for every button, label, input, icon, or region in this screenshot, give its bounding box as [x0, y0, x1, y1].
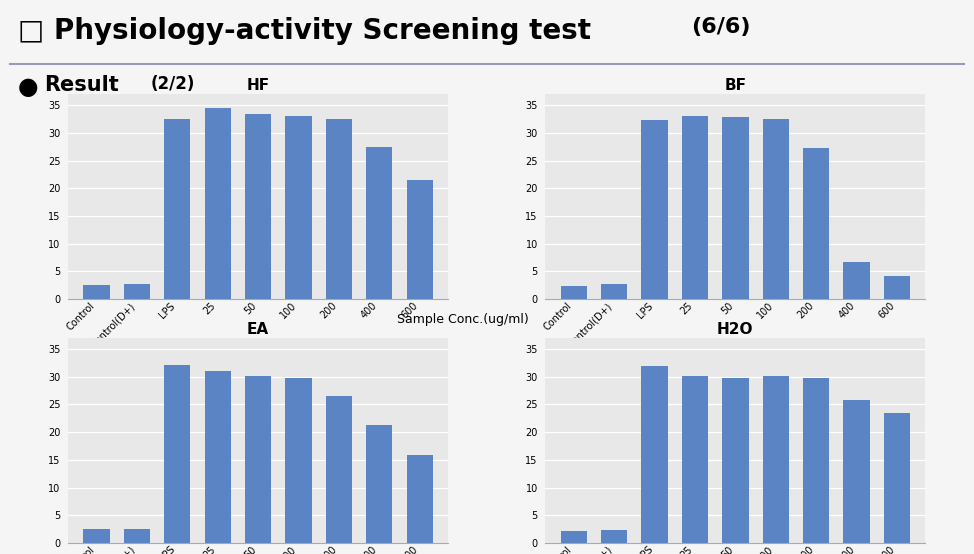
- Bar: [165, 119, 191, 299]
- Bar: [124, 529, 150, 543]
- Bar: [285, 378, 312, 543]
- Bar: [124, 284, 150, 299]
- Bar: [406, 455, 432, 543]
- Bar: [883, 413, 910, 543]
- Bar: [803, 148, 829, 299]
- Bar: [763, 376, 789, 543]
- Bar: [763, 119, 789, 299]
- Bar: [723, 117, 748, 299]
- Bar: [642, 120, 668, 299]
- Bar: [205, 371, 231, 543]
- Text: (6/6): (6/6): [692, 17, 751, 37]
- Title: HF: HF: [246, 78, 270, 93]
- Bar: [561, 286, 587, 299]
- Text: ●: ●: [18, 75, 38, 99]
- Bar: [245, 376, 271, 543]
- Bar: [285, 116, 312, 299]
- Bar: [245, 114, 271, 299]
- Text: (2/2): (2/2): [151, 75, 196, 93]
- Bar: [325, 119, 352, 299]
- Bar: [406, 180, 432, 299]
- Bar: [883, 276, 910, 299]
- Bar: [642, 366, 668, 543]
- Bar: [84, 285, 110, 299]
- Bar: [325, 396, 352, 543]
- Bar: [682, 116, 708, 299]
- Title: BF: BF: [725, 78, 746, 93]
- Text: Result: Result: [44, 75, 119, 95]
- Title: EA: EA: [247, 322, 269, 337]
- Bar: [366, 147, 393, 299]
- Bar: [366, 425, 393, 543]
- Bar: [723, 378, 748, 543]
- Bar: [165, 365, 191, 543]
- Text: Physiology-activity Screening test: Physiology-activity Screening test: [54, 17, 590, 45]
- Bar: [84, 529, 110, 543]
- Bar: [843, 400, 870, 543]
- Bar: [205, 108, 231, 299]
- Bar: [601, 284, 627, 299]
- Bar: [803, 378, 829, 543]
- Bar: [601, 530, 627, 543]
- Bar: [682, 376, 708, 543]
- Text: Sample Conc.(ug/ml): Sample Conc.(ug/ml): [396, 313, 529, 326]
- Bar: [843, 262, 870, 299]
- Text: □: □: [18, 17, 44, 45]
- Bar: [561, 531, 587, 543]
- Title: H2O: H2O: [717, 322, 754, 337]
